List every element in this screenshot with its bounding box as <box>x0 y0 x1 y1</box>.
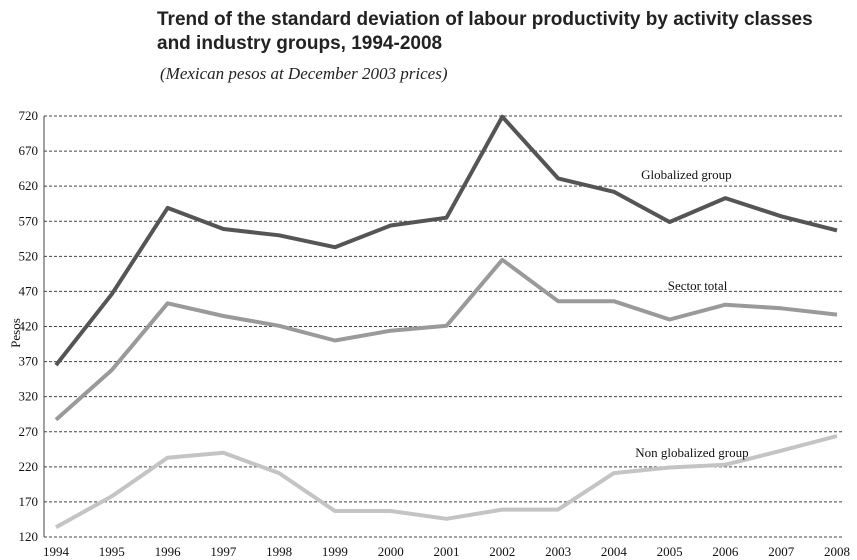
x-tick-label: 1997 <box>210 544 237 559</box>
x-axis-ticks: 1994 1995 1996 1997 1998 1999 2000 2001 2002 2003… <box>43 544 850 559</box>
x-tick-label: 1994 <box>43 544 70 559</box>
series-labels: Globalized group Sector total Non globaliz… <box>635 167 748 460</box>
series-line-non-globalized-group <box>55 434 838 529</box>
x-tick-label: 1999 <box>322 544 348 559</box>
y-tick-label: 370 <box>19 354 39 369</box>
y-tick-label: 420 <box>19 319 39 334</box>
x-tick-label: 2000 <box>378 544 404 559</box>
grid-lines <box>43 115 842 538</box>
chart-title: Trend of the standard deviation of labou… <box>157 9 813 54</box>
x-tick-label: 1996 <box>155 544 182 559</box>
series-label: Globalized group <box>641 167 732 182</box>
y-tick-label: 520 <box>19 248 39 263</box>
y-tick-label: 720 <box>19 108 39 123</box>
chart-subtitle: (Mexican pesos at December 2003 prices) <box>160 64 448 83</box>
series-lines <box>54 114 838 529</box>
x-tick-label: 2007 <box>768 544 795 559</box>
x-tick-label: 2006 <box>712 544 739 559</box>
y-axis-ticks: 720 670 620 570 520 470 420 370 320 270 220 170 120 <box>19 108 39 544</box>
x-tick-label: 2005 <box>657 544 683 559</box>
x-tick-label: 1995 <box>99 544 125 559</box>
series-line-globalized-group <box>54 114 838 367</box>
series-label: Sector total <box>668 278 728 293</box>
y-tick-label: 120 <box>19 529 39 544</box>
x-tick-label: 2008 <box>824 544 850 559</box>
y-tick-label: 670 <box>19 143 39 158</box>
y-tick-label: 570 <box>19 213 39 228</box>
x-tick-label: 2002 <box>489 544 515 559</box>
y-tick-label: 470 <box>19 283 39 298</box>
x-tick-label: 2004 <box>601 544 628 559</box>
y-tick-label: 170 <box>19 494 39 509</box>
y-tick-label: 220 <box>19 459 39 474</box>
y-tick-label: 320 <box>19 389 39 404</box>
x-tick-label: 2003 <box>545 544 571 559</box>
y-tick-label: 620 <box>19 178 39 193</box>
x-tick-label: 1998 <box>266 544 292 559</box>
y-tick-label: 270 <box>19 424 39 439</box>
series-line-sector-total <box>54 257 838 422</box>
x-tick-label: 2001 <box>434 544 460 559</box>
series-label: Non globalized group <box>635 445 748 460</box>
y-axis-label: Pesos <box>8 318 23 348</box>
